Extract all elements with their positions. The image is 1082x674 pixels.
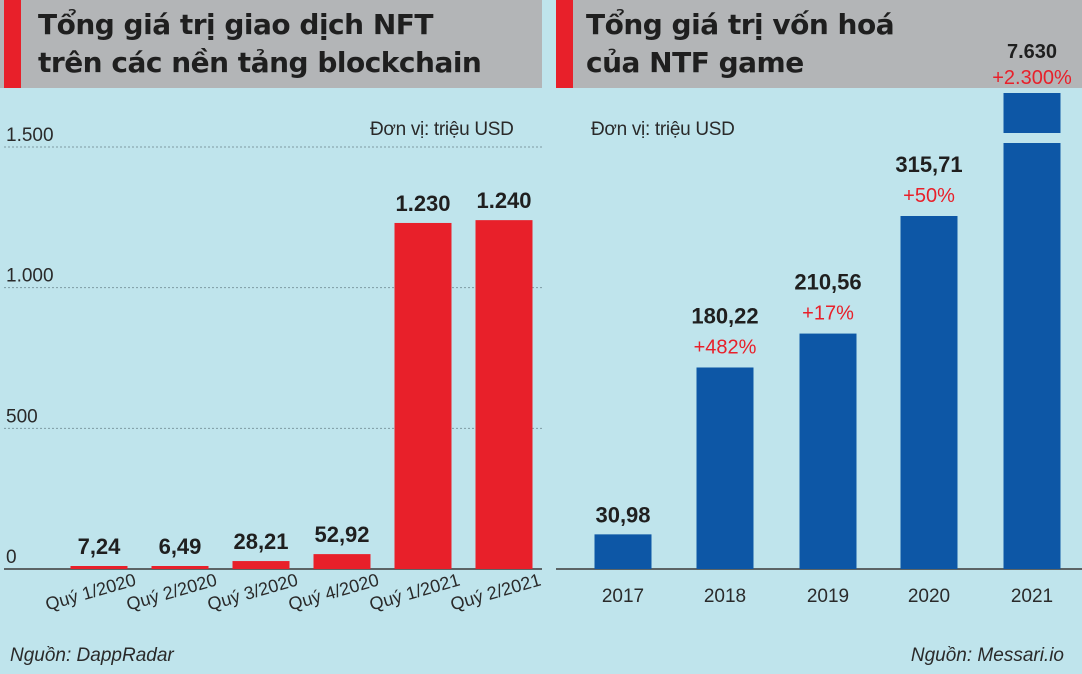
- left-title-line1: Tổng giá trị giao dịch NFT: [38, 8, 433, 41]
- left-value-label: 1.240: [476, 188, 531, 213]
- axis-break-gap: [1001, 133, 1063, 143]
- left-bar: [70, 566, 128, 569]
- right-bar: [696, 367, 754, 569]
- right-value-label: 30,98: [595, 502, 650, 527]
- right-x-tick-label: 2019: [807, 586, 849, 607]
- right-value-label: 7.630: [1007, 41, 1057, 63]
- left-value-label: 28,21: [233, 529, 288, 554]
- left-chart-header: [0, 0, 542, 88]
- left-x-tick-label: Quý 4/2020: [286, 570, 381, 615]
- left-y-tick-label: 1.000: [6, 266, 54, 287]
- right-x-tick-label: 2021: [1011, 586, 1053, 607]
- left-x-tick-label: Quý 2/2020: [124, 570, 219, 615]
- left-bar: [232, 561, 290, 569]
- right-bar-chart: 30,98 2017 180,22 +482% 2018 210,56 +17% 2019 31…: [556, 41, 1082, 607]
- left-source: Nguồn: DappRadar: [10, 645, 174, 666]
- left-value-label: 52,92: [314, 522, 369, 547]
- left-bar-chart: 0 500 1.000 1.500 7,24 Quý 1/2020 6,49 Quý 2/20…: [4, 125, 543, 615]
- right-source: Nguồn: Messari.io: [910, 645, 1064, 666]
- right-title-line2: của NTF game: [586, 46, 804, 79]
- right-value-label: 315,71: [895, 152, 962, 177]
- left-x-tick-label: Quý 2/2021: [448, 570, 543, 615]
- left-unit-label: Đơn vị: triệu USD: [370, 119, 514, 140]
- left-bar: [151, 566, 209, 569]
- right-chart-header: [556, 0, 1082, 88]
- right-bar: [799, 333, 857, 569]
- right-bar: [594, 534, 652, 569]
- right-unit-label: Đơn vị: triệu USD: [591, 119, 735, 140]
- left-header-accent: [4, 0, 21, 88]
- left-bar: [313, 554, 371, 569]
- left-chart-title: Tổng giá trị giao dịch NFT trên các nền …: [38, 6, 482, 82]
- left-value-label: 7,24: [78, 534, 122, 559]
- right-header-accent: [556, 0, 573, 88]
- left-title-line2: trên các nền tảng blockchain: [38, 46, 482, 79]
- right-change-label: +2.300%: [992, 67, 1072, 89]
- left-y-tick-label: 1.500: [6, 125, 54, 146]
- left-bar: [475, 220, 533, 569]
- right-x-tick-label: 2017: [602, 586, 644, 607]
- left-x-tick-label: Quý 3/2020: [205, 570, 300, 615]
- right-value-label: 180,22: [691, 303, 758, 328]
- right-bar: [900, 216, 958, 569]
- right-chart-title: Tổng giá trị vốn hoá của NTF game: [586, 6, 895, 82]
- left-value-label: 6,49: [159, 534, 202, 559]
- right-title-line1: Tổng giá trị vốn hoá: [586, 8, 895, 41]
- left-x-tick-label: Quý 1/2021: [367, 570, 462, 615]
- right-x-tick-label: 2018: [704, 586, 746, 607]
- left-y-tick-label: 0: [6, 547, 17, 568]
- right-value-label: 210,56: [794, 270, 861, 295]
- left-x-tick-label: Quý 1/2020: [43, 570, 138, 615]
- right-x-tick-label: 2020: [908, 586, 950, 607]
- right-change-label: +17%: [802, 303, 854, 325]
- left-value-label: 1.230: [395, 191, 450, 216]
- right-change-label: +50%: [903, 185, 955, 207]
- right-bar: [1003, 93, 1061, 569]
- left-y-tick-label: 500: [6, 406, 38, 427]
- left-bar: [394, 222, 452, 569]
- right-change-label: +482%: [694, 336, 757, 358]
